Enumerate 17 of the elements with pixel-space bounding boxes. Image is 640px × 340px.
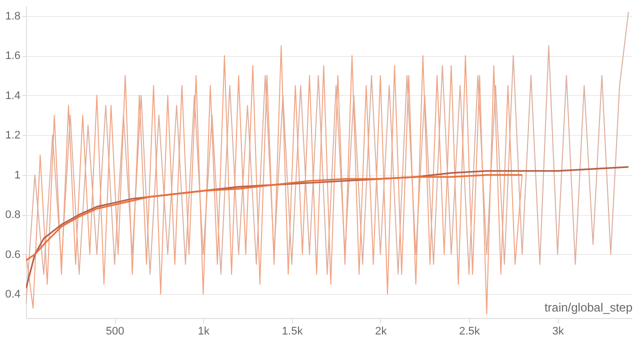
y-tick-label: 0.6: [5, 248, 20, 261]
y-tick-label: 0.8: [5, 209, 20, 222]
x-tick-label: 1k: [198, 326, 210, 338]
line-series: [26, 174, 523, 262]
x-axis-title: train/global_step: [544, 300, 633, 314]
y-tick-label: 1: [14, 169, 20, 182]
y-tick-label: 1.8: [5, 10, 20, 22]
y-tick-label: 1.6: [5, 50, 20, 62]
x-tick-label: 2.5k: [459, 326, 480, 338]
y-tick-label: 0.4: [5, 288, 20, 301]
y-tick-label: 1.4: [5, 90, 20, 102]
line-series: [26, 45, 523, 315]
x-tick-label: 1.5k: [282, 326, 304, 338]
y-tick-label: 1.2: [5, 130, 20, 142]
x-tick-label: 2k: [375, 326, 388, 338]
x-tick-label: 500: [106, 326, 124, 338]
x-tick-label: 3k: [552, 326, 564, 338]
